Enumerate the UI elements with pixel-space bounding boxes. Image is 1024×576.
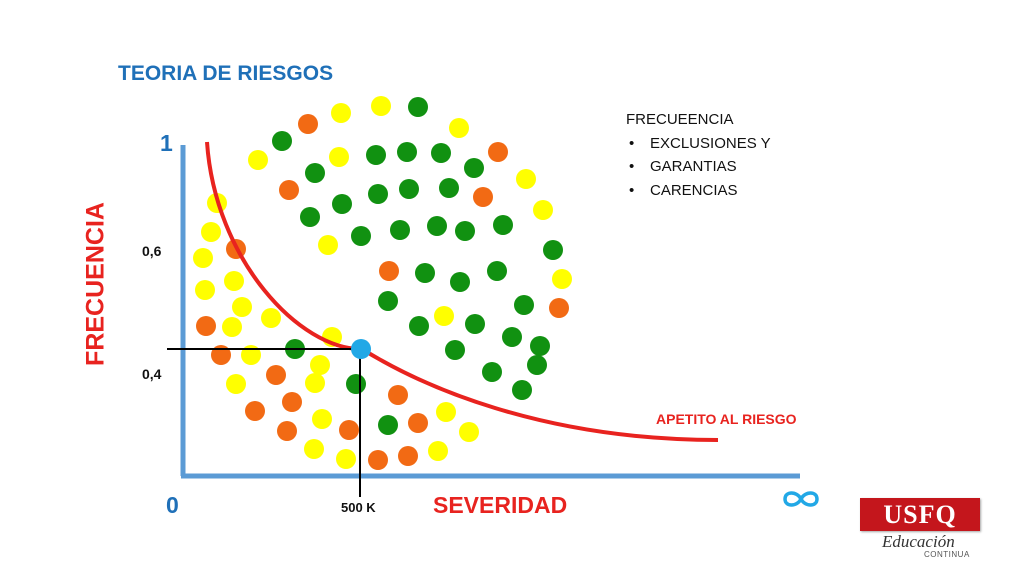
- risk-dot: [482, 362, 502, 382]
- risk-dot: [378, 415, 398, 435]
- risk-dot: [312, 409, 332, 429]
- risk-dot: [379, 261, 399, 281]
- risk-dot: [552, 269, 572, 289]
- risk-dot: [232, 297, 252, 317]
- risk-dot: [272, 131, 292, 151]
- risk-dot: [388, 385, 408, 405]
- notes-item: CARENCIAS: [626, 179, 771, 203]
- risk-dot: [224, 271, 244, 291]
- risk-dot: [310, 355, 330, 375]
- slide-title: TEORIA DE RIESGOS: [118, 62, 334, 85]
- risk-dot: [434, 306, 454, 326]
- risk-dot: [445, 340, 465, 360]
- risk-dot: [282, 392, 302, 412]
- risk-dot: [261, 308, 281, 328]
- infinity-icon: [783, 491, 819, 507]
- risk-dot: [431, 143, 451, 163]
- risk-dot: [331, 103, 351, 123]
- risk-dot: [397, 142, 417, 162]
- notes-list: EXCLUSIONES Y GARANTIAS CARENCIAS: [626, 132, 771, 203]
- risk-dot: [450, 272, 470, 292]
- risk-dot: [201, 222, 221, 242]
- risk-dot: [459, 422, 479, 442]
- risk-dot: [266, 365, 286, 385]
- notes-block: FRECUEENCIA EXCLUSIONES Y GARANTIAS CARE…: [626, 108, 771, 202]
- risk-dot: [428, 441, 448, 461]
- risk-dot: [368, 184, 388, 204]
- risk-dot: [336, 449, 356, 469]
- risk-dot: [318, 235, 338, 255]
- risk-dot: [339, 420, 359, 440]
- x-axis-label: SEVERIDAD: [433, 492, 568, 518]
- risk-dot: [409, 316, 429, 336]
- risk-dot: [493, 215, 513, 235]
- risk-dot: [305, 373, 325, 393]
- y-tick-low: 0,4: [142, 366, 162, 382]
- risk-dot: [439, 178, 459, 198]
- logo-subtitle-2: CONTINUA: [924, 550, 970, 559]
- risk-dot: [378, 291, 398, 311]
- origin-label: 0: [166, 492, 179, 518]
- risk-dot: [226, 374, 246, 394]
- risk-dot: [549, 298, 569, 318]
- risk-dot: [533, 200, 553, 220]
- risk-dot: [368, 450, 388, 470]
- risk-dot: [390, 220, 410, 240]
- risk-dot: [329, 147, 349, 167]
- risk-dot: [464, 158, 484, 178]
- y-tick-high: 0,6: [142, 243, 162, 259]
- risk-dot: [455, 221, 475, 241]
- risk-dot: [512, 380, 532, 400]
- notes-heading: FRECUEENCIA: [626, 111, 734, 128]
- risk-dot: [248, 150, 268, 170]
- risk-dot: [436, 402, 456, 422]
- risk-dot: [279, 180, 299, 200]
- intersection-point: [351, 339, 371, 359]
- risk-dot: [502, 327, 522, 347]
- risk-dot: [473, 187, 493, 207]
- risk-dot: [449, 118, 469, 138]
- risk-dot: [487, 261, 507, 281]
- logo-box: USFQ: [860, 498, 980, 531]
- risk-dots: [193, 96, 572, 470]
- risk-dot: [415, 263, 435, 283]
- curve-label: APETITO AL RIESGO: [656, 411, 797, 427]
- risk-dot: [465, 314, 485, 334]
- risk-dot: [193, 248, 213, 268]
- risk-dot: [516, 169, 536, 189]
- risk-dot: [196, 316, 216, 336]
- risk-dot: [304, 439, 324, 459]
- risk-dot: [543, 240, 563, 260]
- notes-item: GARANTIAS: [626, 155, 771, 179]
- notes-item: EXCLUSIONES Y: [626, 132, 771, 156]
- risk-dot: [351, 226, 371, 246]
- risk-dot: [408, 413, 428, 433]
- risk-dot: [300, 207, 320, 227]
- risk-dot: [298, 114, 318, 134]
- risk-dot: [222, 317, 242, 337]
- risk-dot: [398, 446, 418, 466]
- risk-dot: [408, 97, 428, 117]
- risk-dot: [245, 401, 265, 421]
- logo-subtitle: Educación: [882, 532, 955, 551]
- logo-word: USFQ: [883, 500, 957, 529]
- risk-dot: [530, 336, 550, 356]
- risk-dot: [305, 163, 325, 183]
- risk-dot: [527, 355, 547, 375]
- risk-dot: [399, 179, 419, 199]
- risk-dot: [514, 295, 534, 315]
- risk-dot: [366, 145, 386, 165]
- risk-dot: [427, 216, 447, 236]
- risk-dot: [488, 142, 508, 162]
- risk-dot: [277, 421, 297, 441]
- usfq-logo: USFQ Educación CONTINUA: [860, 498, 980, 560]
- risk-dot: [332, 194, 352, 214]
- x-tick-label: 500 K: [341, 500, 376, 515]
- y-max-label: 1: [160, 130, 173, 156]
- risk-dot: [346, 374, 366, 394]
- risk-dot: [195, 280, 215, 300]
- risk-dot: [371, 96, 391, 116]
